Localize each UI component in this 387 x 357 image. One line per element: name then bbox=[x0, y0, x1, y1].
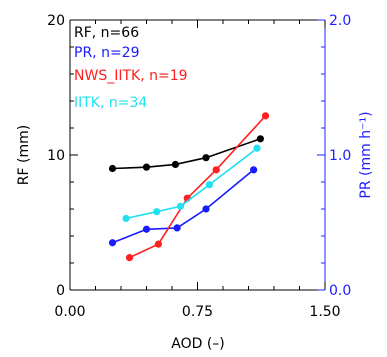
series-point-3 bbox=[253, 144, 261, 152]
series-point-1 bbox=[173, 224, 181, 232]
y2-tick-label: 0.0 bbox=[329, 283, 351, 299]
series-point-3 bbox=[176, 202, 185, 210]
x-tick-label: 0.75 bbox=[182, 304, 213, 320]
legend-entry: RF, n=66 bbox=[74, 25, 139, 41]
y-tick-label: 0 bbox=[56, 283, 65, 299]
series-point-2 bbox=[212, 166, 220, 174]
x-tick-label: 0.00 bbox=[54, 304, 85, 320]
series-point-1 bbox=[142, 225, 151, 233]
series-point-0 bbox=[256, 135, 264, 143]
y2-tick-label: 2.0 bbox=[329, 13, 351, 29]
x-axis-title: AOD (–) bbox=[171, 336, 225, 352]
y-tick-label: 10 bbox=[47, 148, 65, 164]
y-axis-title: RF (mm) bbox=[16, 125, 32, 185]
y2-tick-label: 1.0 bbox=[329, 148, 351, 164]
series-point-0 bbox=[142, 163, 151, 171]
y-tick-label: 20 bbox=[47, 13, 65, 29]
legend-entry: NWS_IITK, n=19 bbox=[74, 68, 188, 84]
series-point-3 bbox=[153, 208, 161, 216]
series-point-2 bbox=[125, 254, 134, 262]
series-point-0 bbox=[171, 160, 179, 169]
x-tick-label: 1.50 bbox=[309, 304, 340, 320]
series-point-1 bbox=[108, 239, 117, 247]
y2-axis-title: PR (mm h⁻¹) bbox=[358, 111, 374, 198]
series-point-2 bbox=[261, 112, 270, 120]
series-point-2 bbox=[154, 240, 162, 248]
series-point-3 bbox=[122, 214, 130, 223]
series-point-0 bbox=[202, 154, 210, 162]
legend-entry: IITK, n=34 bbox=[74, 95, 147, 111]
series-point-0 bbox=[108, 164, 117, 173]
series-point-1 bbox=[250, 166, 258, 174]
series-point-3 bbox=[205, 181, 213, 189]
series-point-1 bbox=[202, 205, 210, 213]
legend-entry: PR, n=29 bbox=[74, 45, 140, 61]
